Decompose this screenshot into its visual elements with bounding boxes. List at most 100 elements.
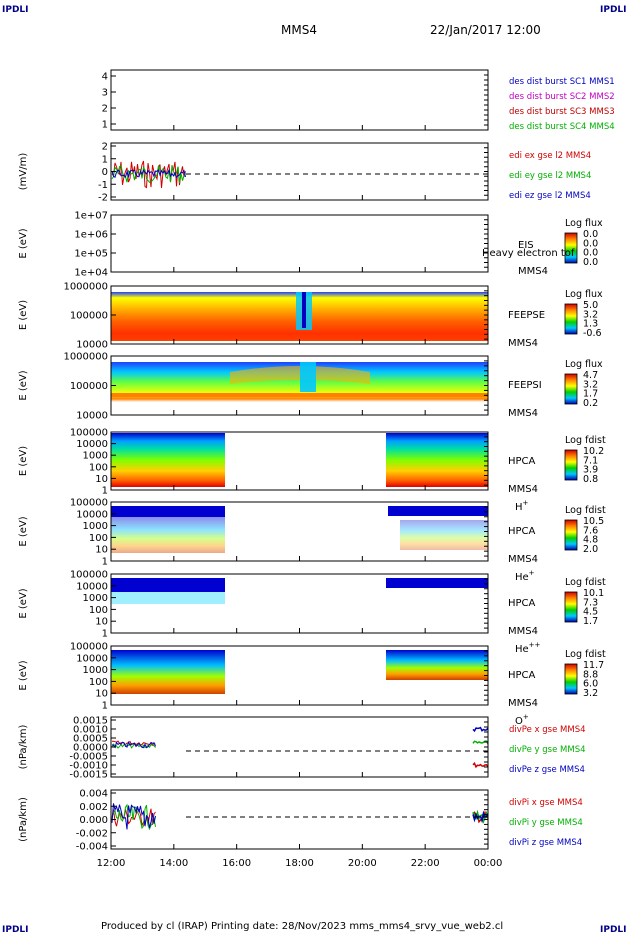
edi-trace-group [111, 160, 186, 189]
ytick-label-p11-3: 0.002 [79, 802, 108, 813]
ytick-label-p1-0: 1 [102, 120, 108, 131]
data-layer [111, 160, 489, 831]
ytick-label-p1-1: 2 [102, 104, 108, 115]
ytick-label-p10-4: 0.0005 [73, 734, 108, 745]
side-label-p7-1: MMS4 [508, 554, 538, 565]
ytick-label-p4-2: 1000000 [63, 282, 108, 293]
cb-title-p4: Log flux [565, 289, 603, 300]
cb-title-p7: Log fdist [565, 505, 606, 516]
cb-tick-p9-0: 11.7 [583, 660, 604, 671]
footer-credit: Produced by cl (IRAP) Printing date: 28/… [101, 921, 503, 932]
hpca-heplus-left-top [111, 506, 225, 517]
ytick-label-p11-1: -0.002 [76, 828, 108, 839]
cb-tick-p3-3: 0.0 [583, 257, 598, 268]
colorbar-p4 [564, 303, 578, 335]
cb-title-p6: Log fdist [565, 435, 606, 446]
mission-title: MMS4 [281, 23, 317, 37]
hpca-hplus-left [111, 433, 225, 487]
ytick-label-p7-5: 100000 [70, 498, 108, 509]
legend-p2-1: edi ey gse l2 MMS4 [509, 171, 591, 181]
xtick-label-1: 14:00 [159, 858, 188, 869]
cb-tick-p4-1: 3.2 [583, 309, 598, 320]
div-trace-p1-2 [111, 803, 156, 830]
ytick-label-p8-5: 100000 [70, 570, 108, 581]
cb-tick-p6-2: 3.9 [583, 465, 598, 476]
hpca-hepp-right-top [386, 578, 488, 588]
ylabel-p7: E (eV) [18, 516, 29, 546]
cb-tick-p4-0: 5.0 [583, 300, 598, 311]
legend-p11-0: divPi x gse MMS4 [509, 798, 583, 808]
feepsi-cusp-core [300, 362, 316, 392]
cb-tick-p8-3: 1.7 [583, 616, 598, 627]
cb-tick-p4-2: 1.3 [583, 319, 598, 330]
ylabel-p2: (mV/m) [18, 153, 29, 191]
ytick-label-p10-3: 0.0000 [73, 743, 108, 754]
corner-mark-bottom-left: IPDLI [2, 925, 29, 934]
cb-tick-p9-3: 3.2 [583, 688, 598, 699]
ytick-label-p7-4: 10000 [76, 509, 108, 520]
cb-tick-p5-0: 4.7 [583, 370, 598, 381]
side-label-p9-1: MMS4 [508, 698, 538, 709]
side-label-p8-0: HPCA [508, 598, 536, 609]
legend-p1-0: des dist burst SC1 MMS1 [509, 77, 615, 87]
cb-tick-p3-1: 0.0 [583, 238, 598, 249]
ytick-label-p9-0: 1 [102, 701, 108, 712]
corner-mark-top-left: IPDLI [2, 5, 29, 15]
ylabel-p11: (nPa/km) [18, 797, 29, 842]
ytick-label-p3-3: 1e+07 [74, 211, 108, 222]
species-p8: He++ [515, 641, 541, 655]
ytick-label-p11-0: -0.004 [76, 842, 108, 853]
hpca-hplus-right [386, 433, 488, 487]
ytick-label-p10-0: -0.0015 [69, 770, 108, 781]
ytick-label-p10-5: 0.0010 [73, 725, 108, 736]
hpca-oplus-right [386, 650, 488, 680]
div-trace-right-p0-0 [472, 761, 489, 769]
ylabel-p10: (nPa/km) [18, 725, 29, 770]
hpca-heplus-right-speckle [400, 520, 488, 550]
ytick-label-p2-4: 2 [102, 142, 108, 153]
ytick-label-p5-2: 1000000 [63, 352, 108, 363]
div-trace-p1-1 [111, 803, 156, 831]
ylabel-p4: E (eV) [18, 300, 29, 330]
ylabel-p9: E (eV) [18, 660, 29, 690]
eis-overlay-label: Heavy electron tof [482, 248, 575, 259]
xtick-label-5: 22:00 [411, 858, 440, 869]
ytick-label-p1-2: 3 [102, 88, 108, 99]
cb-tick-p7-3: 2.0 [583, 544, 598, 555]
div-trace-right-p0-2 [472, 726, 489, 733]
ytick-label-p2-0: -2 [98, 193, 108, 204]
cb-title-p9: Log fdist [565, 649, 606, 660]
panel-frame-p10 [110, 716, 489, 778]
div-trace-right-p0-1 [472, 740, 489, 745]
ylabel-p3: E (eV) [18, 228, 29, 258]
ytick-label-p7-0: 1 [102, 557, 108, 568]
ytick-label-p10-2: -0.0005 [69, 752, 108, 763]
hpca-heplus-right-top [388, 506, 488, 516]
ytick-label-p10-6: 0.0015 [73, 716, 108, 727]
ytick-label-p11-4: 0.004 [79, 789, 108, 800]
xtick-label-3: 18:00 [285, 858, 314, 869]
panel-frame-p3 [110, 214, 489, 273]
hpca-hepp-left-top [111, 578, 225, 592]
xtick-label-0: 12:00 [97, 858, 126, 869]
legend-p1-2: des dist burst SC3 MMS3 [509, 107, 615, 117]
legend-p11-1: divPi y gse MMS4 [509, 818, 583, 828]
feepsi-floor [111, 393, 488, 397]
ylabel-p6: E (eV) [18, 446, 29, 476]
legend-p1-1: des dist burst SC2 MMS2 [509, 92, 615, 102]
legend-p2-0: edi ex gse l2 MMS4 [509, 151, 591, 161]
ylabel-p8: E (eV) [18, 588, 29, 618]
ytick-label-p3-2: 1e+06 [74, 230, 108, 241]
cb-tick-p8-2: 4.5 [583, 607, 598, 618]
corner-mark-bottom-right: IPDLI [600, 925, 627, 934]
ytick-label-p9-3: 1000 [83, 665, 108, 676]
ytick-label-p9-2: 100 [89, 677, 108, 688]
ytick-label-p8-0: 1 [102, 629, 108, 640]
side-label-p5-0: FEEPSI [508, 380, 542, 391]
cb-tick-p4-3: -0.6 [583, 328, 602, 339]
ytick-label-p3-1: 1e+05 [74, 249, 108, 260]
side-label-p4-1: MMS4 [508, 338, 538, 349]
species-p9: O+ [515, 713, 529, 727]
ytick-label-p9-1: 10 [95, 689, 108, 700]
